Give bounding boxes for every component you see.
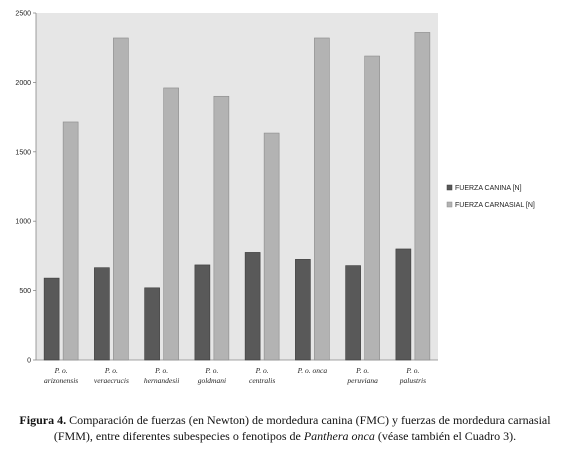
bar-fuerza-canina [144, 287, 160, 361]
legend-label: FUERZA CANINA [N] [455, 185, 522, 192]
legend: FUERZA CANINA [N] FUERZA CARNASIAL [N] [446, 184, 535, 209]
bar-fuerza-canina [94, 267, 110, 361]
y-tick-label: 2500 [15, 11, 31, 18]
bar-fuerza-carnasial [263, 132, 280, 361]
x-tick-label: goldmani [198, 376, 226, 385]
y-tick-label: 2000 [15, 80, 31, 87]
bar-fuerza-carnasial [414, 32, 431, 361]
caption-text-1: Comparación de fuerzas (en Newton) de mo… [53, 413, 551, 443]
x-tick-label: hernandesii [144, 376, 179, 385]
bar-fuerza-carnasial [62, 121, 79, 361]
bar-fuerza-carnasial [213, 95, 230, 361]
legend-label: FUERZA CARNASIAL [N] [455, 202, 535, 209]
figure-caption: Figura 4. Comparación de fuerzas (en New… [0, 412, 570, 444]
x-tick-label: centralis [249, 376, 275, 385]
x-tick-label: P. o. [154, 366, 168, 375]
x-tick-label: arizonensis [44, 376, 78, 385]
x-tick-label: P. o. [54, 366, 68, 375]
bar-fuerza-canina [345, 265, 361, 361]
caption-label: Figura 4. [19, 413, 67, 427]
y-tick-label: 1500 [15, 149, 31, 156]
legend-swatch [446, 201, 453, 208]
x-tick-label: palustris [399, 376, 426, 385]
x-tick-label: P. o. [405, 366, 419, 375]
x-tick-label: P. o. onca [297, 366, 328, 375]
bar-fuerza-carnasial [113, 37, 129, 361]
x-tick-label: P. o. [104, 366, 118, 375]
bar-fuerza-canina [295, 259, 311, 361]
bar-fuerza-canina [395, 248, 412, 361]
caption-species: Panthera onca [303, 429, 375, 443]
x-tick-label: peruviana [346, 376, 378, 385]
bar-fuerza-canina [43, 277, 60, 361]
bar-fuerza-carnasial [364, 55, 380, 361]
y-tick-label: 500 [19, 288, 31, 295]
y-tick-label: 1000 [15, 219, 31, 226]
y-tick-label: 0 [27, 358, 31, 365]
x-tick-label: P. o. [255, 366, 269, 375]
caption-text-2: (véase también el Cuadro 3). [374, 429, 517, 443]
bar-fuerza-canina [244, 252, 261, 361]
bar-fuerza-carnasial [314, 37, 330, 361]
bar-fuerza-canina [194, 264, 211, 361]
bars [43, 32, 431, 361]
x-tick-label: P. o. [355, 366, 369, 375]
bar-fuerza-carnasial [163, 87, 179, 361]
legend-swatch [446, 184, 453, 191]
x-tick-label: veraecrucis [94, 376, 129, 385]
x-tick-label: P. o. [204, 366, 218, 375]
